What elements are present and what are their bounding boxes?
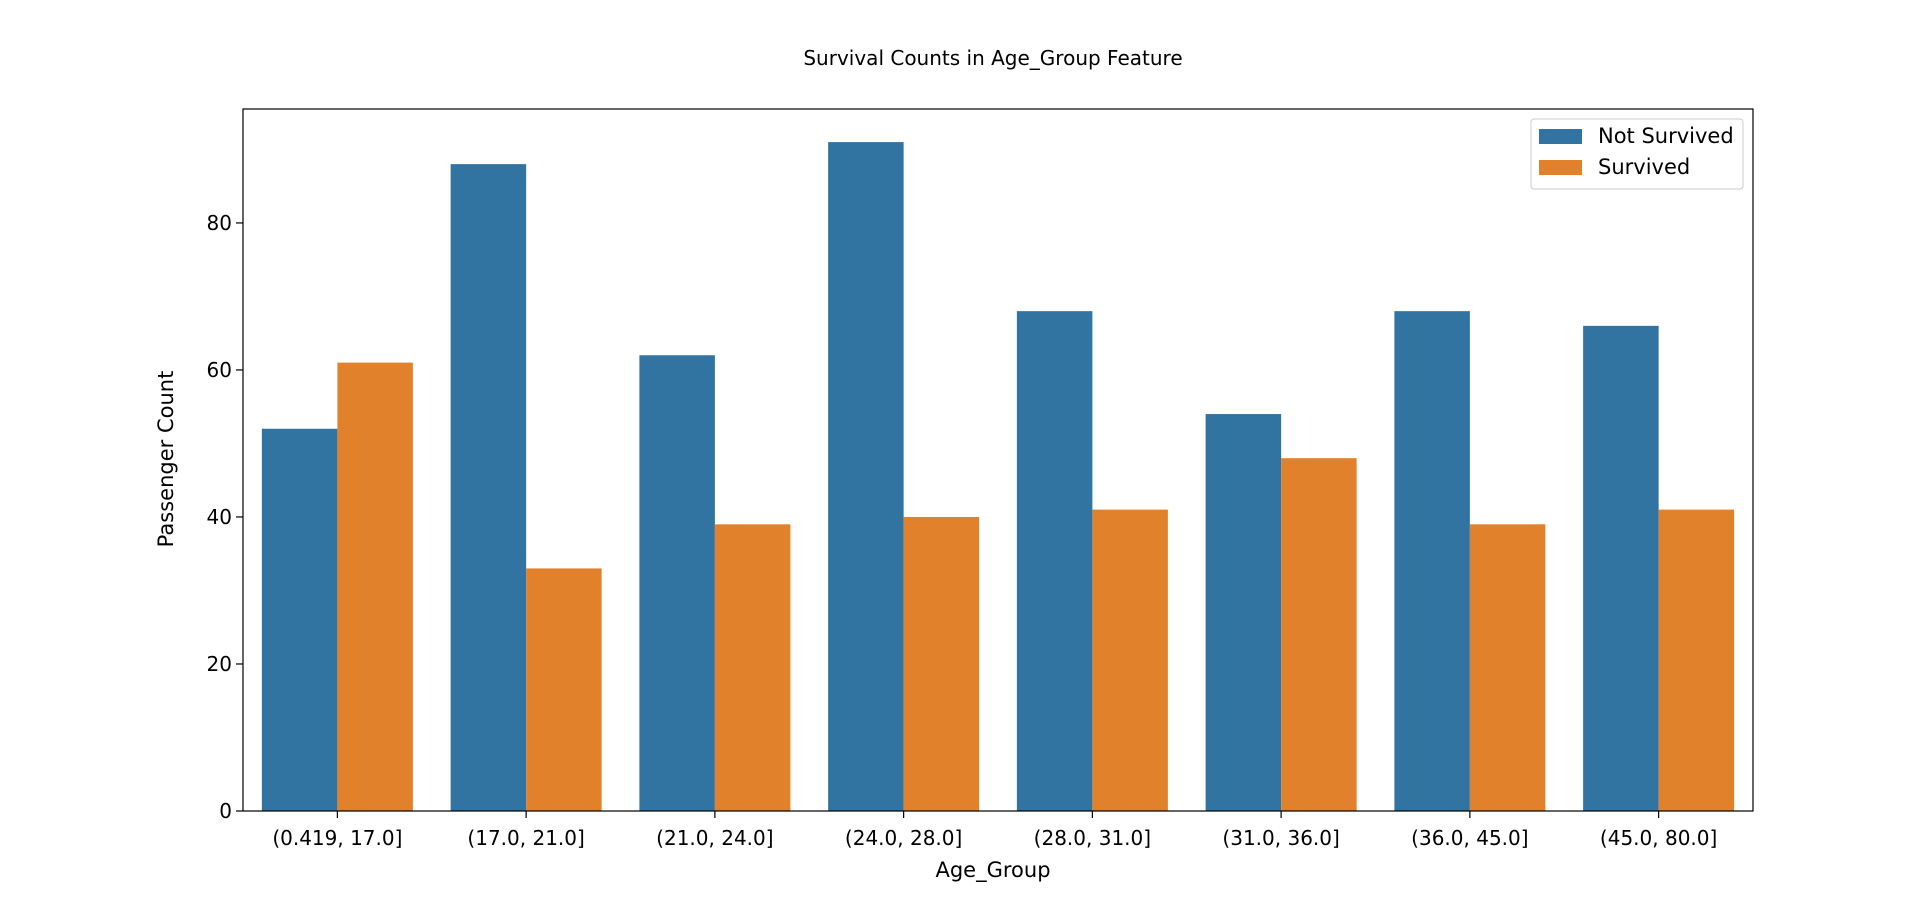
bar-not-survived-cat-1 (450, 164, 527, 811)
bar-not-survived-cat-5 (1205, 414, 1282, 811)
chart-title: Survival Counts in Age_Group Feature (803, 46, 1182, 70)
x-tick-label: (21.0, 24.0] (656, 826, 773, 850)
y-tick-label: 40 (207, 505, 232, 529)
legend: Not Survived Survived (1530, 118, 1744, 190)
x-axis-ticks: (0.419, 17.0] (17.0, 21.0] (21.0, 24.0] (24… (272, 811, 1717, 850)
x-axis-label: Age_Group (935, 858, 1050, 883)
x-tick-label: (45.0, 80.0] (1600, 826, 1717, 850)
bar-not-survived-cat-2 (639, 355, 715, 811)
y-tick-label: 60 (207, 358, 232, 382)
legend-box (1530, 118, 1744, 190)
x-tick-label: (0.419, 17.0] (272, 826, 402, 850)
bar-survived-cat-2 (714, 524, 791, 811)
bar-survived-cat-6 (1469, 524, 1546, 811)
legend-swatch (1539, 129, 1582, 144)
y-tick-label: 20 (207, 652, 232, 676)
bar-survived-cat-7 (1658, 509, 1735, 811)
legend-swatch (1539, 160, 1582, 175)
x-tick-label: (31.0, 36.0] (1222, 826, 1339, 850)
bar-survived-cat-1 (526, 568, 602, 811)
bar-not-survived-cat-3 (828, 142, 904, 811)
y-tick-label: 0 (219, 799, 232, 823)
y-axis-label: Passenger Count (154, 371, 178, 548)
bars-layer (261, 142, 1735, 811)
y-axis-ticks: 0 20 40 60 80 (207, 211, 243, 823)
legend-label: Not Survived (1598, 124, 1734, 148)
y-tick-label: 80 (207, 211, 232, 235)
bar-not-survived-cat-6 (1394, 311, 1470, 811)
bar-survived-cat-5 (1281, 458, 1357, 811)
bar-survived-cat-0 (337, 362, 413, 811)
bar-survived-cat-4 (1092, 509, 1168, 811)
bar-survived-cat-3 (903, 516, 980, 811)
x-tick-label: (28.0, 31.0] (1034, 826, 1151, 850)
x-tick-label: (24.0, 28.0] (845, 826, 962, 850)
bar-not-survived-cat-7 (1583, 325, 1659, 811)
x-tick-label: (36.0, 45.0] (1411, 826, 1528, 850)
legend-label: Survived (1598, 155, 1690, 179)
plot-frame (242, 108, 1754, 812)
x-tick-label: (17.0, 21.0] (467, 826, 584, 850)
bar-not-survived-cat-4 (1016, 311, 1093, 811)
bar-not-survived-cat-0 (261, 428, 338, 811)
